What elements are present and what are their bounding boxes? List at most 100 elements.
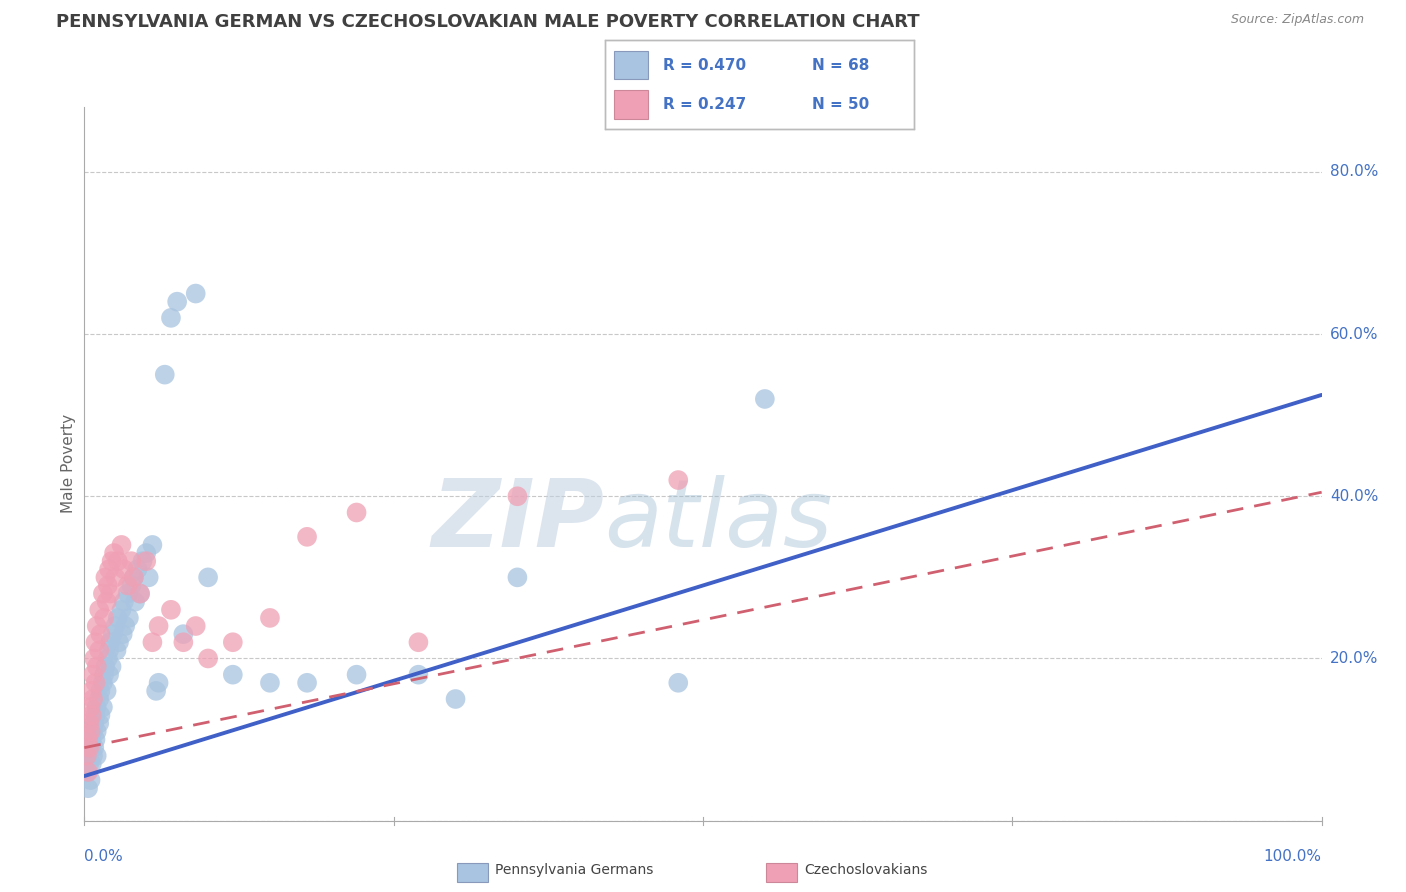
Point	[135, 554, 157, 568]
Point	[77, 764, 100, 779]
Point	[408, 667, 430, 681]
Point	[79, 700, 101, 714]
Point	[184, 286, 207, 301]
Point	[82, 748, 104, 763]
Point	[80, 684, 103, 698]
Point	[104, 619, 127, 633]
Point	[124, 595, 146, 609]
Point	[80, 756, 103, 771]
Point	[86, 748, 108, 763]
Point	[98, 562, 121, 576]
Point	[93, 667, 115, 681]
Text: 60.0%: 60.0%	[1330, 326, 1378, 342]
Point	[94, 659, 117, 673]
Point	[82, 724, 104, 739]
Point	[79, 740, 101, 755]
Text: Pennsylvania Germans: Pennsylvania Germans	[495, 863, 654, 877]
Point	[118, 611, 141, 625]
Point	[110, 603, 132, 617]
Text: 0.0%: 0.0%	[84, 849, 124, 864]
Point	[79, 756, 101, 771]
Point	[100, 554, 122, 568]
Point	[117, 578, 139, 592]
Point	[112, 595, 135, 609]
Point	[120, 554, 142, 568]
Bar	[614, 51, 648, 79]
Point	[111, 627, 134, 641]
Text: R = 0.470: R = 0.470	[664, 58, 747, 72]
Point	[138, 570, 160, 584]
Point	[259, 611, 281, 625]
Text: R = 0.247: R = 0.247	[664, 97, 747, 112]
Text: Czechoslovakians: Czechoslovakians	[804, 863, 928, 877]
Point	[86, 724, 108, 739]
Point	[222, 635, 245, 649]
Point	[89, 643, 111, 657]
Point	[110, 538, 132, 552]
Text: 100.0%: 100.0%	[1264, 849, 1322, 864]
Point	[89, 627, 111, 641]
Point	[82, 692, 104, 706]
Point	[84, 675, 107, 690]
Point	[112, 562, 135, 576]
Point	[148, 619, 170, 633]
Point	[98, 643, 121, 657]
Point	[97, 651, 120, 665]
Point	[754, 392, 776, 406]
Point	[96, 684, 118, 698]
Text: PENNSYLVANIA GERMAN VS CZECHOSLOVAKIAN MALE POVERTY CORRELATION CHART: PENNSYLVANIA GERMAN VS CZECHOSLOVAKIAN M…	[56, 13, 920, 31]
Point	[91, 586, 114, 600]
Point	[444, 692, 467, 706]
Point	[172, 627, 194, 641]
Point	[76, 748, 98, 763]
Point	[100, 659, 122, 673]
Point	[82, 667, 104, 681]
Point	[86, 619, 108, 633]
Point	[141, 538, 163, 552]
Point	[117, 586, 139, 600]
Point	[408, 635, 430, 649]
Point	[108, 635, 131, 649]
Point	[129, 586, 152, 600]
Y-axis label: Male Poverty: Male Poverty	[60, 414, 76, 514]
Point	[184, 619, 207, 633]
Point	[346, 667, 368, 681]
Text: Source: ZipAtlas.com: Source: ZipAtlas.com	[1230, 13, 1364, 27]
Point	[77, 748, 100, 763]
Point	[86, 700, 108, 714]
Point	[122, 570, 145, 584]
Point	[295, 675, 318, 690]
Point	[145, 684, 167, 698]
Point	[89, 603, 111, 617]
Point	[84, 732, 107, 747]
Point	[101, 627, 124, 641]
Point	[506, 570, 529, 584]
Text: 80.0%: 80.0%	[1330, 164, 1378, 179]
Point	[83, 716, 105, 731]
Text: N = 68: N = 68	[811, 58, 869, 72]
Point	[148, 675, 170, 690]
Text: 40.0%: 40.0%	[1330, 489, 1378, 504]
Point	[79, 724, 101, 739]
Bar	[614, 90, 648, 119]
Point	[77, 732, 100, 747]
Point	[80, 708, 103, 723]
Point	[89, 716, 111, 731]
Point	[346, 506, 368, 520]
Point	[97, 578, 120, 592]
Point	[98, 586, 121, 600]
Point	[153, 368, 176, 382]
Point	[79, 740, 101, 755]
Point	[91, 675, 114, 690]
Point	[91, 700, 114, 714]
Point	[197, 570, 219, 584]
Text: N = 50: N = 50	[811, 97, 869, 112]
Point	[83, 740, 105, 755]
Point	[103, 546, 125, 560]
Point	[160, 310, 183, 325]
Point	[96, 595, 118, 609]
Point	[105, 643, 128, 657]
Point	[98, 667, 121, 681]
Point	[79, 773, 101, 788]
Point	[84, 635, 107, 649]
